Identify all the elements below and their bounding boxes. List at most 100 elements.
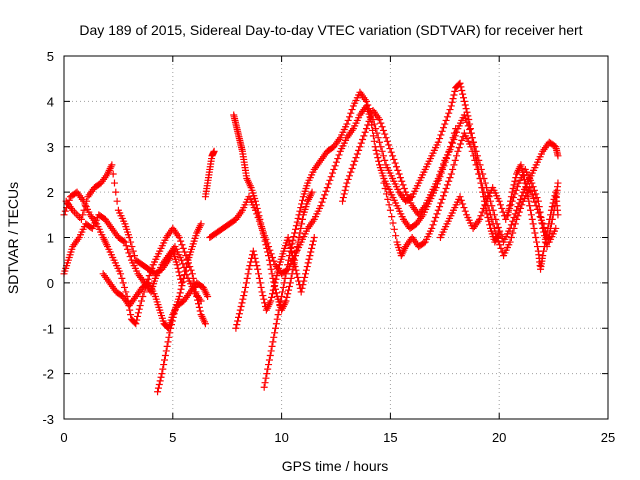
- data-point: [279, 283, 287, 291]
- data-point: [269, 286, 277, 294]
- data-point: [347, 109, 355, 117]
- data-point: [281, 274, 289, 282]
- data-point: [445, 177, 453, 185]
- data-point: [178, 282, 186, 290]
- data-point: [272, 320, 280, 328]
- data-point: [554, 179, 562, 187]
- data-point: [293, 243, 301, 251]
- data-point: [511, 220, 519, 228]
- data-point: [241, 288, 249, 296]
- data-point: [292, 247, 300, 255]
- data-point: [453, 128, 461, 136]
- data-point: [282, 270, 290, 278]
- data-point: [274, 268, 282, 276]
- data-point: [380, 179, 388, 187]
- data-point: [508, 188, 516, 196]
- data-point: [178, 241, 186, 249]
- data-point: [467, 129, 475, 137]
- data-point: [381, 156, 389, 164]
- data-point: [294, 273, 302, 281]
- data-point: [308, 244, 316, 252]
- data-point: [458, 86, 466, 94]
- data-point: [256, 279, 264, 287]
- y-tick-label: 2: [47, 185, 54, 200]
- data-point: [439, 160, 447, 168]
- data-point: [509, 229, 517, 237]
- data-point: [438, 127, 446, 135]
- data-point: [541, 238, 549, 246]
- data-point: [480, 188, 488, 196]
- data-point: [178, 256, 186, 264]
- data-point: [443, 181, 451, 189]
- data-point: [510, 224, 518, 232]
- y-tick-label: -2: [42, 367, 54, 382]
- data-point: [507, 234, 515, 241]
- data-point: [160, 361, 168, 369]
- data-point: [548, 203, 556, 211]
- data-point: [532, 234, 540, 241]
- data-point: [125, 234, 133, 241]
- data-point: [528, 215, 536, 223]
- data-point: [319, 194, 327, 202]
- data-point: [447, 143, 455, 151]
- data-point: [285, 286, 293, 294]
- data-point: [512, 174, 520, 182]
- data-point: [376, 116, 384, 124]
- data-point: [494, 237, 502, 245]
- data-point: [251, 197, 259, 205]
- data-point: [449, 139, 457, 147]
- data-point: [451, 132, 459, 140]
- data-point: [270, 333, 278, 341]
- data-point: [523, 188, 531, 196]
- y-axis-title: SDTVAR / TECUs: [5, 182, 21, 294]
- data-point: [506, 238, 514, 246]
- data-point: [486, 221, 494, 229]
- data-point: [520, 175, 528, 183]
- data-point: [251, 254, 259, 262]
- data-point: [284, 261, 292, 269]
- data-point: [259, 292, 267, 300]
- data-point: [117, 270, 125, 278]
- data-point: [164, 338, 172, 346]
- data-point: [434, 175, 442, 183]
- data-point: [347, 168, 355, 176]
- data-point: [345, 172, 353, 180]
- data-point: [518, 201, 526, 209]
- data-point: [527, 211, 535, 219]
- data-point: [462, 105, 470, 113]
- data-point: [344, 116, 352, 124]
- data-point: [290, 259, 298, 267]
- data-point: [530, 194, 538, 202]
- data-point: [399, 181, 407, 189]
- data-point: [464, 122, 472, 130]
- satellite-track-10: [260, 79, 503, 391]
- data-point: [438, 164, 446, 172]
- data-point: [504, 211, 512, 219]
- data-point: [183, 260, 191, 268]
- data-point: [302, 266, 310, 274]
- satellite-track-3: [62, 161, 186, 287]
- data-point: [175, 234, 183, 241]
- data-point: [176, 272, 184, 280]
- data-point: [544, 224, 552, 232]
- data-point: [455, 144, 463, 152]
- data-point: [475, 170, 483, 178]
- data-point: [283, 293, 291, 301]
- data-point: [263, 370, 271, 378]
- data-point: [61, 207, 69, 215]
- data-point: [289, 255, 297, 263]
- data-point: [506, 202, 514, 210]
- data-point: [519, 168, 527, 176]
- data-point: [554, 152, 562, 160]
- data-point: [250, 251, 258, 259]
- data-point: [267, 265, 275, 273]
- data-point: [400, 184, 408, 192]
- data-point: [377, 119, 385, 127]
- x-tick-label: 20: [492, 430, 506, 445]
- data-point: [429, 221, 437, 229]
- data-point: [456, 79, 464, 87]
- data-point: [480, 204, 488, 212]
- data-point: [543, 229, 551, 237]
- data-point: [258, 223, 266, 231]
- data-point: [432, 214, 440, 222]
